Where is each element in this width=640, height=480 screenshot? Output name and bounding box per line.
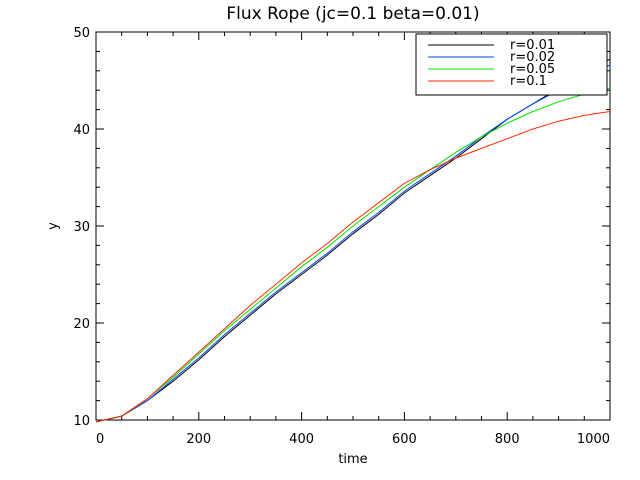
x-tick-label: 200 (186, 432, 211, 447)
x-axis-label: time (338, 452, 367, 467)
legend-box (415, 33, 608, 96)
legend: r=0.01r=0.02r=0.05r=0.1 (415, 33, 608, 96)
legend-items: r=0.01r=0.02r=0.05r=0.1 (428, 38, 555, 89)
y-tick-label: 20 (73, 317, 90, 332)
x-tick-label: 600 (392, 432, 417, 447)
y-tick-label: 50 (73, 26, 90, 41)
x-tick-label: 0 (96, 432, 104, 447)
x-tick-label: 400 (289, 432, 314, 447)
series-line-2 (95, 64, 611, 423)
legend-label-3: r=0.05 (510, 62, 555, 77)
legend-label-2: r=0.02 (510, 50, 555, 65)
legend-label-1: r=0.01 (510, 38, 555, 53)
x-tick-label: 1000 (577, 432, 610, 447)
legend-label-4: r=0.1 (510, 74, 547, 89)
x-tick-label: 800 (495, 432, 520, 447)
series-lines (95, 58, 611, 423)
chart-title: Flux Rope (jc=0.1 beta=0.01) (226, 4, 479, 24)
y-tick-label: 10 (73, 414, 90, 429)
series-line-4 (95, 111, 611, 423)
y-tick-label: 40 (73, 123, 90, 138)
series-line-3 (95, 87, 611, 423)
y-axis-label: y (46, 222, 61, 230)
series-line-1 (95, 58, 611, 423)
y-tick-label: 30 (73, 220, 90, 235)
